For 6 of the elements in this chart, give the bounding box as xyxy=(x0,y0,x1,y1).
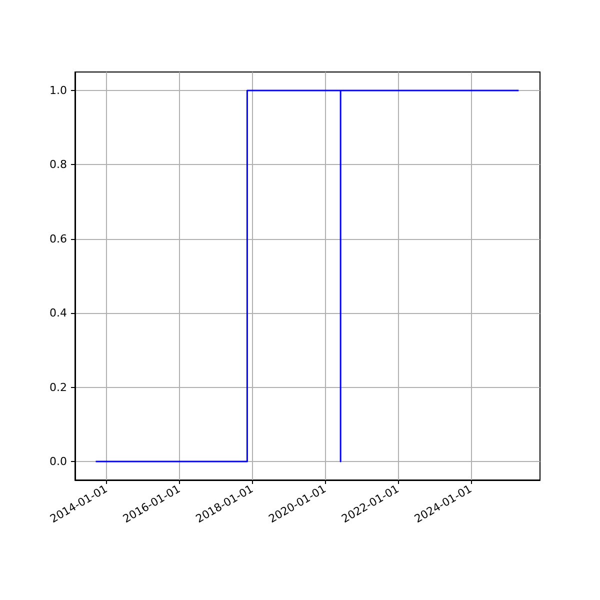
y-tick-label: 0.8 xyxy=(50,158,67,172)
y-tick-label: 1.0 xyxy=(50,84,67,98)
y-tick-label: 0.2 xyxy=(50,380,67,394)
y-tick-label: 0.6 xyxy=(50,232,67,246)
y-tick-label: 0.4 xyxy=(50,306,67,320)
y-tick-label: 0.0 xyxy=(50,454,67,468)
